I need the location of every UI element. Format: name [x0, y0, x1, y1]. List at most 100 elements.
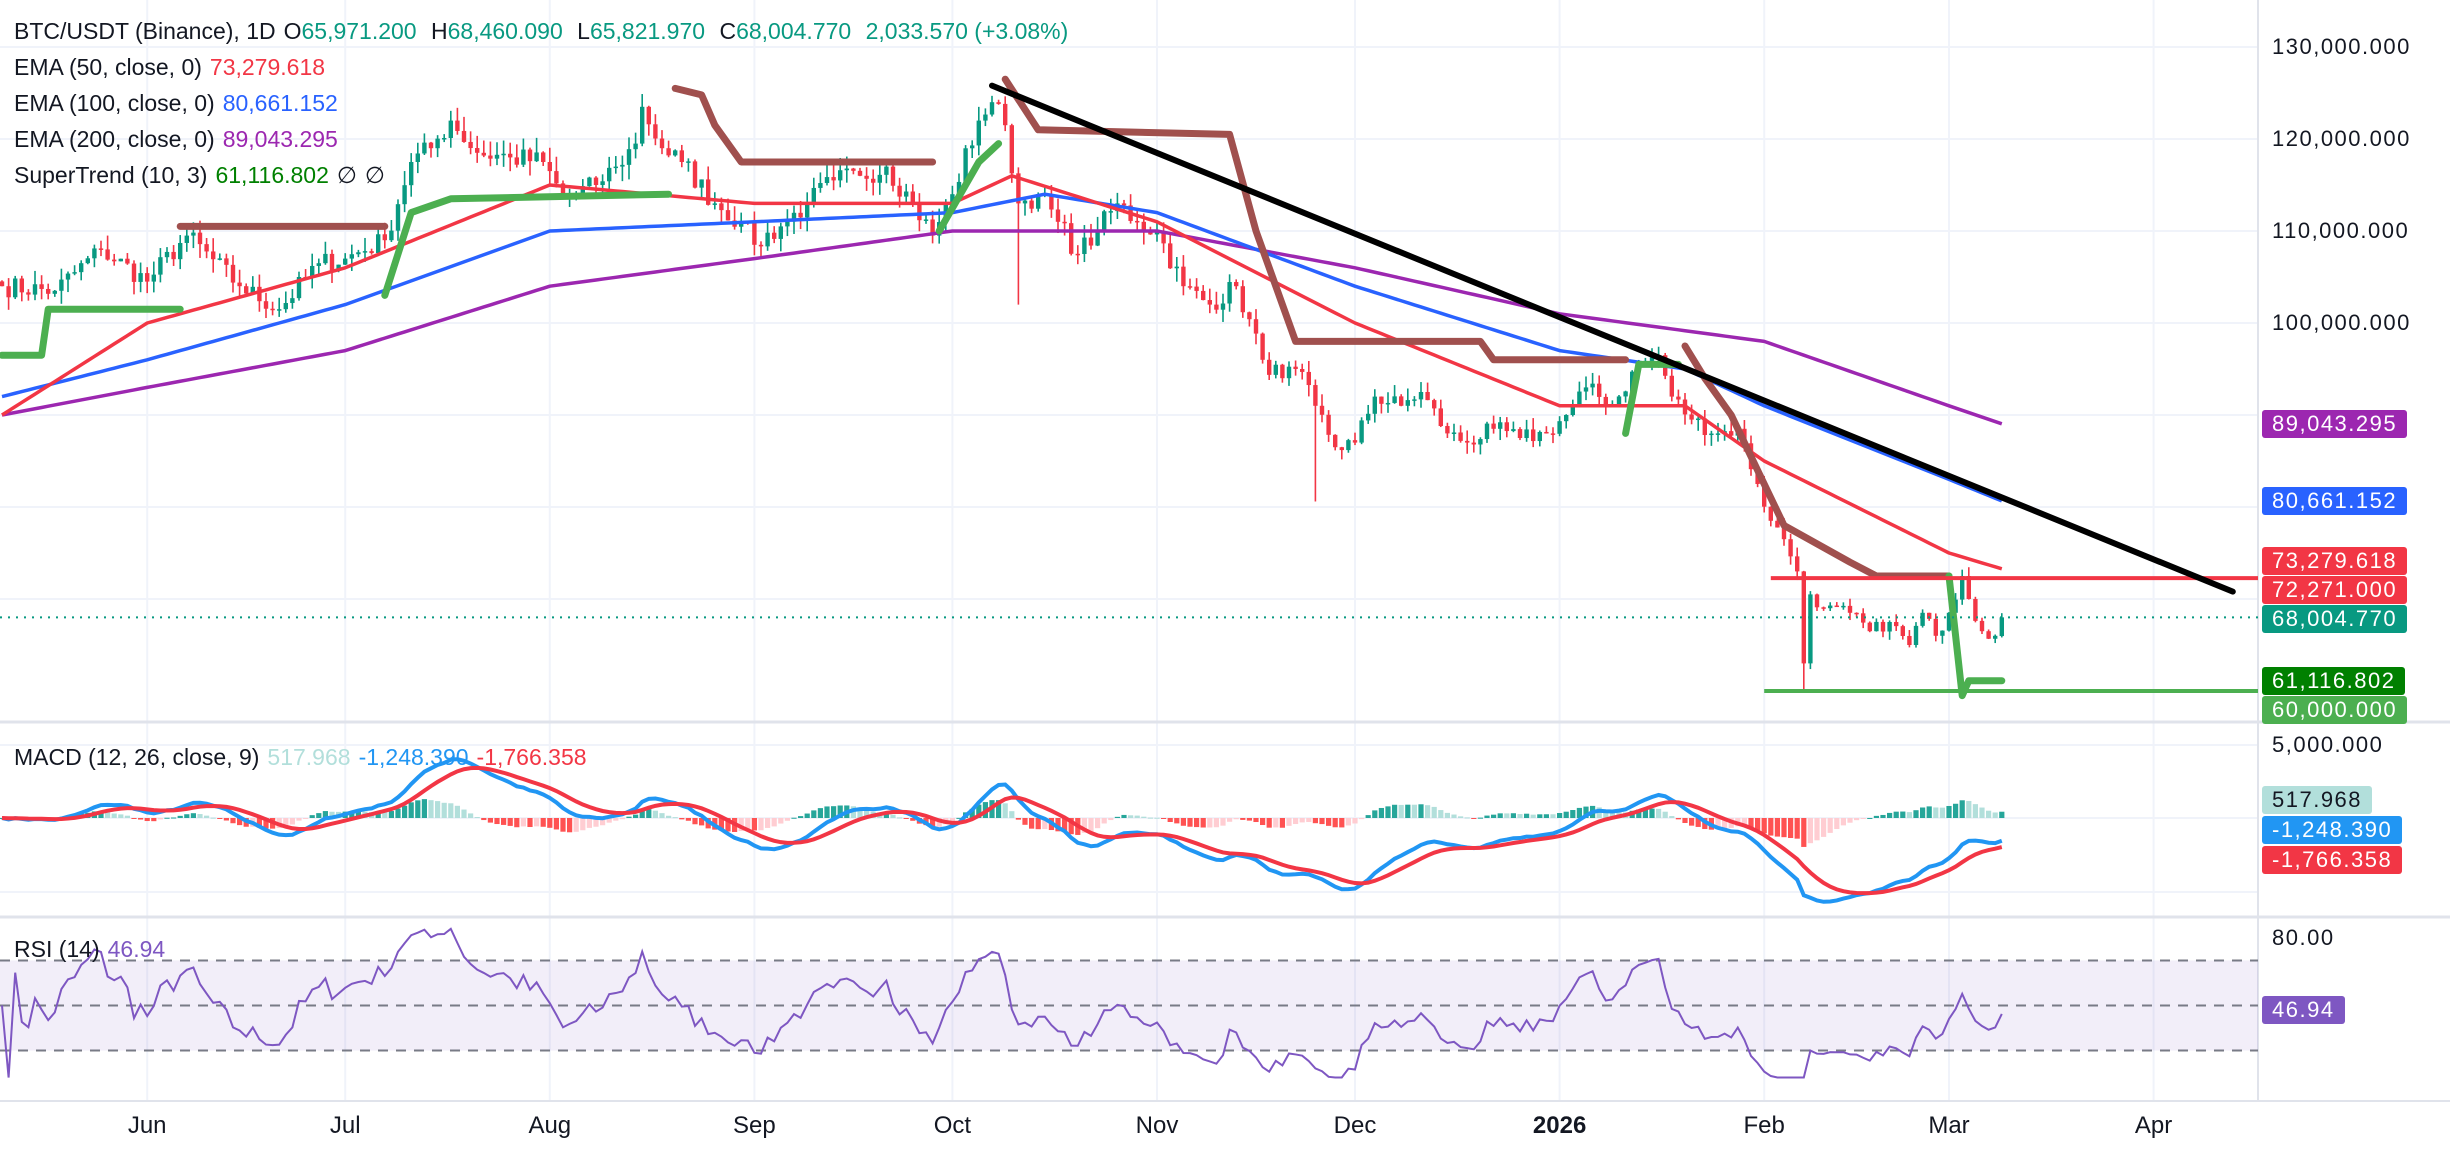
macd-histogram-bar [534, 818, 540, 827]
candle-body [197, 232, 203, 245]
macd-histogram-bar [1372, 810, 1378, 818]
macd-histogram-bar [540, 818, 546, 827]
macd-histogram-bar [1583, 806, 1589, 818]
candle-body [369, 251, 374, 254]
macd-histogram-bar [1497, 813, 1503, 818]
candle-body [1286, 366, 1292, 379]
macd-histogram-bar [1134, 815, 1140, 818]
candle-body [1834, 605, 1839, 608]
macd-tag: 517.968 [2262, 786, 2373, 814]
macd-histogram-bar [791, 817, 797, 819]
candle-body [547, 162, 552, 172]
candle-body [1821, 607, 1826, 609]
ema50-legend[interactable]: EMA (50, close, 0) 73,279.618 [14, 50, 333, 84]
candle-body [1458, 432, 1463, 441]
candle-body [125, 258, 130, 264]
macd-histogram-bar [1656, 808, 1662, 818]
macd-histogram-bar [1477, 817, 1483, 819]
macd-histogram-bar [1642, 808, 1648, 818]
candle-body [409, 162, 414, 186]
ema100-legend[interactable]: EMA (100, close, 0) 80,661.152 [14, 86, 346, 120]
price-tag: 68,004.770 [2262, 605, 2408, 634]
ema200-label: EMA (200, close, 0) [14, 126, 215, 152]
candle-body [1649, 357, 1655, 361]
candle-body [455, 120, 460, 131]
macd-histogram-bar [1748, 818, 1754, 829]
candle-body [283, 303, 288, 310]
candle-body [422, 142, 427, 154]
candle-body [1854, 612, 1859, 615]
candle-body [224, 258, 229, 265]
candle-body [1788, 539, 1793, 557]
candle-body [1623, 391, 1628, 397]
candle-body [72, 272, 77, 274]
candle-body [1385, 402, 1391, 405]
candle-body [1715, 433, 1721, 435]
macd-histogram-bar [1022, 818, 1028, 825]
macd-histogram-bar [98, 811, 104, 818]
macd-histogram-bar [652, 810, 658, 818]
candle-body [1940, 630, 1945, 636]
macd-histogram-bar [798, 816, 804, 818]
candle-body [1432, 400, 1437, 409]
candle-body [1960, 576, 1965, 600]
candle-body [1946, 612, 1952, 631]
candle-body [554, 171, 559, 184]
candle-body [1069, 223, 1074, 254]
macd-histogram-bar [1029, 818, 1035, 829]
candle-body [1867, 622, 1872, 632]
macd-histogram-bar [1959, 800, 1965, 818]
candle-body [890, 166, 896, 186]
low-value: 65,821.970 [589, 18, 706, 44]
macd-legend[interactable]: MACD (12, 26, close, 9) 517.968 -1,248.390… [14, 740, 595, 774]
macd-histogram-bar [1425, 805, 1431, 818]
macd-histogram-bar [1293, 818, 1299, 825]
candle-body [6, 286, 11, 298]
candle-body [508, 153, 513, 158]
candle-body [851, 168, 856, 171]
macd-histogram-bar [1794, 818, 1800, 839]
macd-histogram-bar [778, 818, 784, 824]
macd-histogram-bar [824, 806, 830, 818]
macd-histogram-bar [355, 811, 361, 818]
candle-body [481, 152, 486, 156]
macd-histogram-bar [428, 800, 434, 818]
macd-histogram-bar [1418, 804, 1424, 818]
candle-body [1168, 243, 1173, 269]
macd-histogram-bar [329, 811, 335, 818]
macd-histogram-bar [1068, 818, 1074, 835]
candle-body [1933, 618, 1938, 636]
ema200-legend[interactable]: EMA (200, close, 0) 89,043.295 [14, 122, 346, 156]
supertrend-legend[interactable]: SuperTrend (10, 3) 61,116.802 ∅ ∅ [14, 158, 393, 192]
candle-body [956, 181, 962, 195]
macd-histogram-bar [1524, 813, 1530, 818]
macd-histogram-bar [1002, 803, 1008, 818]
candle-body [1392, 396, 1397, 403]
candle-body [428, 142, 434, 149]
candle-body [263, 301, 269, 309]
candle-body [765, 232, 770, 247]
macd-histogram-bar [1207, 818, 1213, 828]
candle-body [1795, 556, 1800, 572]
candle-body [910, 191, 915, 204]
candle-body [402, 185, 407, 205]
macd-histogram-bar [296, 818, 302, 821]
macd-histogram-bar [1695, 818, 1701, 827]
time-axis-label: Jul [329, 1112, 361, 1139]
macd-histogram-bar [1009, 811, 1015, 818]
candle-body [1412, 399, 1417, 401]
candle-body [475, 148, 480, 153]
macd-histogram-bar [1260, 818, 1266, 826]
macd-histogram-bar [527, 818, 533, 828]
candle-body [1801, 571, 1806, 664]
macd-histogram-bar [144, 818, 150, 822]
price-tag: 60,000.000 [2262, 695, 2408, 724]
macd-histogram-bar [164, 817, 170, 819]
macd-histogram-bar [157, 818, 163, 820]
rsi-legend[interactable]: RSI (14) 46.94 [14, 932, 173, 966]
macd-histogram-bar [1141, 816, 1147, 818]
macd-histogram-bar [1438, 810, 1444, 818]
candle-body [1986, 631, 1991, 639]
macd-histogram-bar [1900, 811, 1906, 818]
